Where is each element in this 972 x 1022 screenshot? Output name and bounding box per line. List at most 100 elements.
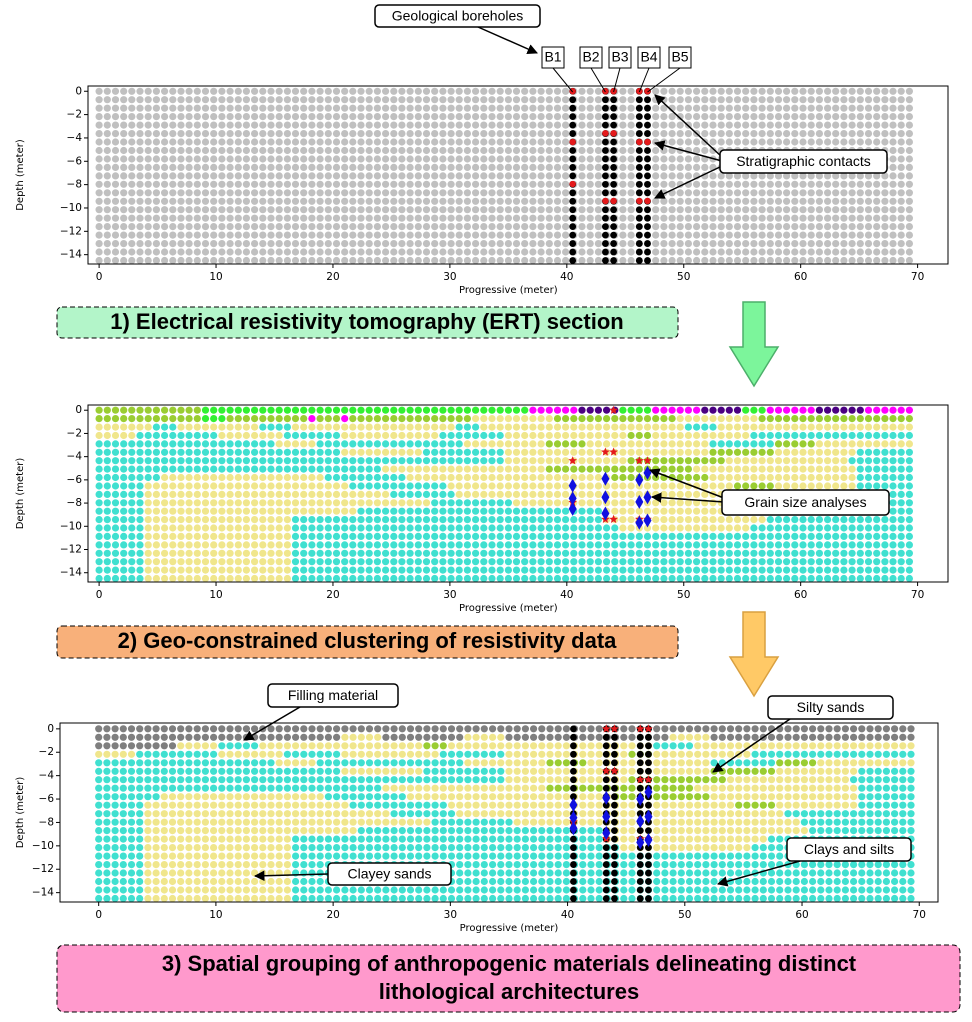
resistivity-dot [152,189,160,197]
resistivity-dot [463,138,471,146]
resistivity-dot [414,240,422,248]
resistivity-dot [472,457,480,465]
resistivity-dot [455,465,463,473]
resistivity-dot [897,440,905,448]
resistivity-dot [578,507,586,515]
resistivity-dot [251,742,259,750]
resistivity-dot [463,415,471,423]
resistivity-dot [586,130,594,138]
resistivity-dot [103,541,111,549]
resistivity-dot [758,138,766,146]
resistivity-dot [439,532,447,541]
resistivity-dot [267,104,275,112]
resistivity-dot [529,223,537,231]
resistivity-dot [324,206,332,214]
resistivity-dot [275,163,283,171]
resistivity-dot [292,759,300,767]
resistivity-dot [488,240,496,248]
resistivity-dot [283,549,291,557]
resistivity-dot [177,457,185,465]
resistivity-dot [259,558,267,566]
resistivity-dot [660,457,668,465]
resistivity-dot [815,440,824,448]
resistivity-dot [136,231,144,239]
resistivity-dot [291,457,300,465]
resistivity-dot [750,130,758,138]
resistivity-dot [766,549,774,557]
resistivity-dot [578,189,586,197]
resistivity-dot [431,532,439,541]
resistivity-dot [201,256,210,265]
resistivity-dot [774,223,783,231]
resistivity-dot [455,415,463,423]
resistivity-dot [897,113,905,121]
resistivity-dot [848,240,856,248]
resistivity-dot [512,113,521,121]
resistivity-dot [889,104,897,112]
resistivity-dot [586,189,594,197]
resistivity-dot [267,121,275,129]
resistivity-dot [848,558,856,566]
resistivity-dot [627,96,635,104]
resistivity-dot [783,206,791,214]
resistivity-dot [480,733,488,741]
resistivity-dot [521,214,529,222]
resistivity-dot [676,431,684,440]
resistivity-dot [529,541,537,549]
resistivity-dot [562,448,570,456]
resistivity-dot [480,558,488,566]
resistivity-dot [521,206,529,214]
resistivity-dot [627,113,635,121]
resistivity-dot [807,440,815,448]
resistivity-dot [611,457,619,465]
resistivity-dot [889,96,897,104]
resistivity-dot [545,146,553,155]
resistivity-dot [521,742,530,750]
resistivity-dot [496,482,504,490]
resistivity-dot [439,206,447,214]
resistivity-dot [897,473,905,482]
resistivity-dot [807,206,815,214]
y-axis-label: Depth (meter) [15,458,26,530]
resistivity-dot [332,240,341,248]
resistivity-dot [627,440,635,448]
resistivity-dot [594,532,603,541]
resistivity-dot [619,532,627,541]
resistivity-dot [234,256,242,265]
resistivity-dot [169,113,177,121]
resistivity-dot [414,223,422,231]
resistivity-dot [562,499,570,507]
resistivity-dot [858,733,866,741]
resistivity-dot [267,180,275,188]
resistivity-dot [111,465,120,473]
resistivity-dot [889,524,897,532]
resistivity-dot [439,406,447,414]
resistivity-dot [103,759,111,767]
borehole-dot [644,155,651,163]
resistivity-dot [414,256,422,265]
resistivity-dot [422,415,431,423]
resistivity-dot [881,566,889,574]
borehole-dot [602,257,609,264]
resistivity-dot [693,180,701,188]
borehole-dot [644,172,651,180]
resistivity-dot [537,163,545,171]
resistivity-dot [545,431,553,440]
resistivity-dot [758,104,766,112]
resistivity-dot [488,104,496,112]
resistivity-dot [431,155,439,163]
resistivity-dot [815,223,824,231]
resistivity-dot [594,490,603,498]
resistivity-dot [529,155,537,163]
resistivity-dot [512,163,521,171]
resistivity-dot [259,96,267,104]
resistivity-dot [742,172,750,180]
resistivity-dot [848,524,856,532]
borehole-dot [635,155,643,163]
resistivity-dot [504,415,512,423]
resistivity-dot [193,499,201,507]
resistivity-dot [308,223,316,231]
resistivity-dot [889,197,897,205]
resistivity-dot [201,189,210,197]
resistivity-dot [792,750,800,758]
